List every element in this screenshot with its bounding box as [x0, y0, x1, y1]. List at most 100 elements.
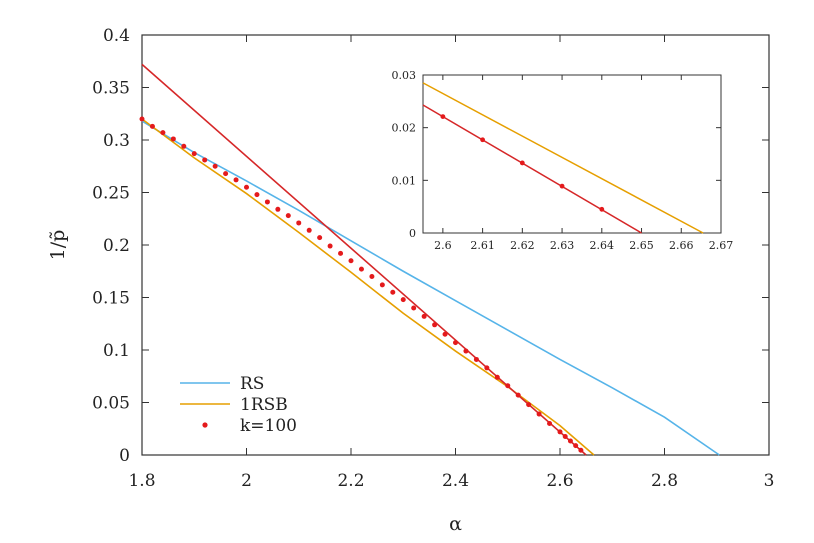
inset-series-1rsb-line — [422, 82, 704, 234]
main-series-k-100-point — [244, 184, 249, 190]
main-series-k-100-point — [484, 365, 490, 371]
main-series-k-100-point — [453, 340, 458, 346]
inset-x-tick-label: 2.64 — [590, 239, 615, 252]
inset-x-axis: 2.6 2.61 2.62 2.63 2.64 2.65 2.66 2.67 — [434, 75, 733, 252]
main-series-k-100-point — [411, 305, 417, 311]
main-y-tick-label: 0.25 — [92, 184, 130, 204]
main-series-k-100-point — [285, 213, 291, 219]
main-series-k-100-point — [562, 434, 568, 440]
main-series-k-100-point — [573, 443, 579, 449]
main-series-k-100-point — [421, 313, 427, 319]
main-series-k-100-point — [400, 297, 406, 303]
legend-1rsb-label: 1RSB — [240, 395, 288, 415]
inset-series-k-100-point — [519, 160, 525, 166]
main-series-k-100-point — [358, 266, 364, 272]
main-series-k-100-point — [160, 130, 166, 136]
main-series-k-100-point — [275, 206, 281, 212]
main-y-tick-label: 0.3 — [103, 131, 130, 151]
main-series-k-100-point — [567, 438, 573, 444]
main-y-tick-label: 0.05 — [92, 394, 130, 414]
main-series-k-100-point — [317, 235, 323, 241]
legend-k100-label: k=100 — [240, 416, 297, 436]
main-y-tick-label: 0 — [119, 446, 130, 466]
main-series-k-100-point — [202, 157, 208, 163]
main-series-k-100-point — [338, 250, 344, 256]
inset-series-k-100-point — [599, 206, 605, 212]
main-series-fit-line-line — [141, 63, 587, 456]
x-axis-label: α — [449, 513, 462, 535]
main-series-k-100-point — [526, 402, 532, 408]
inset-y-tick-label: 0 — [409, 227, 416, 240]
main-series-k-100-point — [296, 220, 302, 226]
inset-x-tick-label: 2.65 — [629, 239, 654, 252]
inset-y-tick-label: 0.02 — [392, 122, 417, 135]
main-x-axis: 1.8 2 2.2 2.4 2.6 2.8 3 — [128, 35, 774, 491]
legend-rs-label: RS — [240, 374, 264, 394]
main-series-k-100-point — [181, 143, 187, 149]
inset-y-tick-label: 0.03 — [392, 69, 417, 82]
main-y-tick-label: 0.2 — [103, 236, 130, 256]
main-x-tick-label: 2 — [241, 471, 252, 491]
main-series-k-100-point — [505, 383, 511, 389]
main-x-tick-label: 2.2 — [337, 471, 364, 491]
inset-series-fit-line-line — [422, 104, 642, 234]
inset-y-axis: 0 0.01 0.02 0.03 — [392, 69, 721, 240]
main-x-tick-label: 3 — [764, 471, 775, 491]
main-series-k-100-point — [379, 282, 385, 288]
inset-series — [422, 82, 704, 234]
main-series-k-100-point — [306, 227, 312, 233]
legend: RS 1RSB k=100 — [180, 374, 297, 436]
inset-x-tick-label: 2.63 — [550, 239, 575, 252]
main-series-k-100-point — [463, 348, 469, 354]
main-series-k-100-point — [578, 447, 584, 453]
main-series-k-100-point — [170, 136, 176, 142]
main-plot: 1.8 2 2.2 2.4 2.6 2.8 3 0 0.05 0.1 0.15 0.2 0.25 0.3… — [47, 26, 774, 535]
main-series-k-100-point — [473, 356, 479, 362]
main-series-k-100-point — [390, 289, 396, 295]
main-x-tick-label: 2.8 — [651, 471, 678, 491]
main-series-k-100-point — [547, 421, 553, 426]
main-y-tick-label: 0.15 — [92, 289, 130, 309]
main-series-k-100-point — [432, 322, 438, 328]
main-series-k-100-point — [191, 151, 197, 157]
inset-x-tick-label: 2.67 — [709, 239, 734, 252]
main-series-k-100-point — [233, 177, 239, 183]
main-series-k-100-point — [149, 123, 155, 129]
inset-series-k-100-point — [559, 183, 565, 189]
main-series-k-100-point — [223, 171, 229, 177]
main-x-tick-label: 2.6 — [546, 471, 573, 491]
main-series-k-100-point — [557, 429, 563, 435]
legend-k100-marker — [202, 422, 208, 428]
main-series-k-100-point — [369, 274, 375, 279]
inset-series-k-100-point — [440, 114, 446, 120]
main-series — [139, 63, 720, 456]
main-series-rs-line — [141, 120, 720, 456]
main-x-tick-label: 2.4 — [442, 471, 469, 491]
main-series-k-100-point — [327, 243, 333, 249]
inset-x-tick-label: 2.61 — [470, 239, 495, 252]
y-axis-label: 1/p̃ — [47, 230, 69, 261]
inset-x-tick-label: 2.62 — [510, 239, 535, 252]
inset-plot-frame — [422, 74, 722, 234]
main-series-k-100-point — [536, 411, 542, 417]
inset-series-k-100-point — [480, 137, 485, 143]
inset-y-tick-label: 0.01 — [392, 174, 417, 187]
main-series-k-100-point — [442, 331, 448, 337]
main-series-k-100-point — [139, 116, 145, 122]
main-series-k-100-point — [212, 163, 218, 169]
main-x-tick-label: 1.8 — [128, 471, 155, 491]
main-series-k-100-point — [254, 192, 260, 198]
inset-x-tick-label: 2.66 — [669, 239, 694, 252]
main-y-tick-label: 0.4 — [103, 26, 130, 46]
main-y-axis: 0 0.05 0.1 0.15 0.2 0.25 0.3 0.35 0.4 — [92, 26, 769, 466]
main-y-tick-label: 0.35 — [92, 79, 130, 99]
main-series-k-100-point — [264, 199, 270, 205]
inset-plot: 2.6 2.61 2.62 2.63 2.64 2.65 2.66 2.67 0 0.01 0.0… — [392, 69, 734, 252]
main-y-tick-label: 0.1 — [103, 341, 130, 361]
main-series-k-100-point — [515, 392, 521, 398]
main-series-k-100-point — [494, 374, 500, 380]
main-series-1rsb-line — [141, 118, 595, 456]
main-series-k-100-point — [348, 258, 354, 264]
inset-x-tick-label: 2.6 — [434, 239, 452, 252]
